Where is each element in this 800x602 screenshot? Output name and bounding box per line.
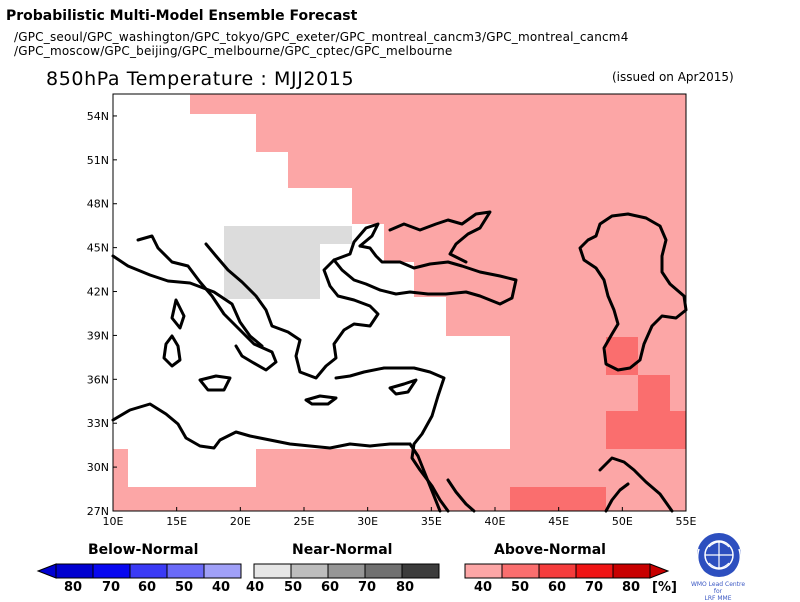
x-axis: 10E 15E 20E 25E 30E 35E 40E 45E 50E 55E	[103, 507, 697, 528]
map-title: 850hPa Temperature : MJJ2015	[46, 68, 355, 90]
legend-near-swatch	[290, 563, 329, 579]
x-tick-label: 10E	[103, 515, 124, 528]
legend-above-swatch	[501, 563, 540, 579]
x-tick-label: 35E	[421, 515, 442, 528]
y-tick-label: 45N	[87, 242, 109, 255]
y-axis: 27N 30N 33N 36N 39N 42N 45N 48N 51N 54N	[87, 110, 117, 518]
legend-near-title: Near-Normal	[292, 542, 393, 558]
above-normal-40-region	[113, 94, 686, 511]
legend-below-swatch	[92, 563, 131, 579]
y-tick-label: 27N	[87, 505, 109, 518]
y-tick-label: 54N	[87, 110, 109, 123]
wmo-caption-line-2: LRF MME	[704, 595, 732, 602]
x-tick-label: 25E	[294, 515, 315, 528]
legend-near-label-3: 60	[321, 580, 340, 595]
x-tick-label: 40E	[485, 515, 506, 528]
coastlines	[111, 210, 688, 513]
y-tick-label: 33N	[87, 417, 109, 430]
legend-below-normal	[36, 563, 242, 579]
legend-above-label-5: 80	[622, 580, 641, 595]
legend-below-swatch	[55, 563, 94, 579]
legend-above-swatch	[464, 563, 503, 579]
legend-above-swatch	[612, 563, 651, 579]
x-tick-label: 30E	[357, 515, 378, 528]
legend-below-label-1: 80	[64, 580, 83, 595]
legend-above-label-1: 40	[474, 580, 493, 595]
legend-below-swatch	[203, 563, 242, 579]
x-tick-label: 50E	[612, 515, 633, 528]
y-tick-label: 42N	[87, 286, 109, 299]
legend-near-label-1: 40	[246, 580, 265, 595]
legend-near-swatch	[401, 563, 440, 579]
model-list-line-2: /GPC_moscow/GPC_beijing/GPC_melbourne/GP…	[14, 44, 453, 58]
legend	[36, 563, 670, 579]
x-tick-label: 20E	[230, 515, 251, 528]
legend-below-label-3: 60	[138, 580, 157, 595]
legend-above-label-3: 60	[548, 580, 567, 595]
wmo-caption-line-1: WMO Lead Centre for	[690, 581, 746, 595]
legend-above-normal	[464, 563, 670, 579]
x-tick-label: 15E	[166, 515, 187, 528]
near-normal-40-region	[224, 226, 352, 299]
legend-near-swatch	[327, 563, 366, 579]
map-area	[111, 93, 688, 513]
y-tick-label: 48N	[87, 198, 109, 211]
wmo-caption: WMO Lead Centre for LRF MME	[688, 581, 748, 602]
legend-near-swatch	[364, 563, 403, 579]
legend-below-label-5: 40	[212, 580, 231, 595]
y-tick-label: 51N	[87, 154, 109, 167]
legend-near-swatch	[253, 563, 292, 579]
x-tick-label: 45E	[548, 515, 569, 528]
legend-unit: [%]	[652, 580, 677, 595]
legend-below-label-2: 70	[102, 580, 121, 595]
legend-above-label-4: 70	[585, 580, 604, 595]
legend-near-normal	[253, 563, 440, 579]
legend-near-label-4: 70	[358, 580, 377, 595]
y-tick-label: 30N	[87, 461, 109, 474]
model-list-line-1: /GPC_seoul/GPC_washington/GPC_tokyo/GPC_…	[14, 30, 629, 44]
legend-above-arrow	[649, 563, 670, 579]
legend-near-label-5: 80	[396, 580, 415, 595]
issued-date: (issued on Apr2015)	[612, 70, 734, 84]
islands	[162, 298, 418, 406]
legend-above-swatch	[575, 563, 614, 579]
y-tick-label: 39N	[87, 329, 109, 342]
y-tick-label: 36N	[87, 373, 109, 386]
legend-below-title: Below-Normal	[88, 542, 199, 558]
above-normal-50-region	[510, 337, 686, 511]
wmo-logo-icon	[696, 533, 742, 577]
map-frame	[112, 93, 687, 512]
legend-below-swatch	[166, 563, 205, 579]
legend-above-swatch	[538, 563, 577, 579]
forecast-title: Probabilistic Multi-Model Ensemble Forec…	[6, 8, 358, 24]
legend-near-label-2: 50	[284, 580, 303, 595]
legend-below-label-4: 50	[175, 580, 194, 595]
legend-above-label-2: 50	[511, 580, 530, 595]
legend-below-swatch	[129, 563, 168, 579]
legend-above-title: Above-Normal	[494, 542, 606, 558]
x-tick-label: 55E	[676, 515, 697, 528]
legend-below-arrow	[36, 563, 57, 579]
